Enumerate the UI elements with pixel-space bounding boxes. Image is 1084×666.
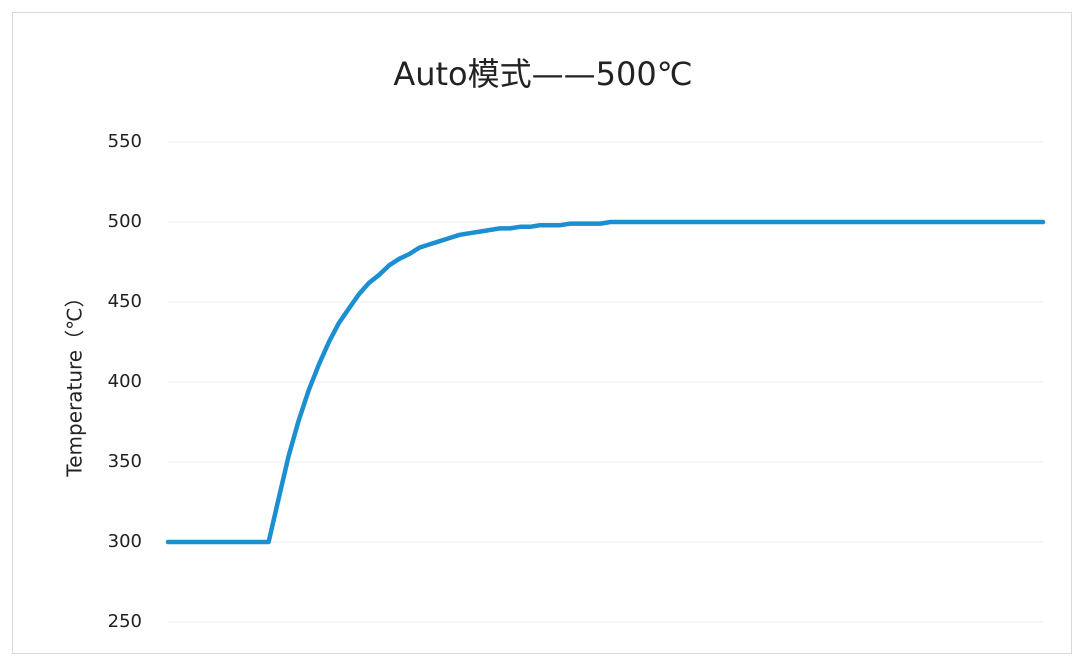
y-tick-label: 550 (108, 131, 142, 152)
y-tick-label: 300 (108, 531, 142, 552)
y-tick-label: 500 (108, 211, 142, 232)
y-tick-label: 350 (108, 451, 142, 472)
y-tick-label: 400 (108, 371, 142, 392)
data-line (165, 219, 1046, 545)
y-tick-label: 450 (108, 291, 142, 312)
y-axis-label: Temperature（℃） (63, 287, 87, 477)
y-tick-label: 250 (108, 611, 142, 632)
chart-frame (12, 12, 1072, 654)
chart-title: Auto模式——500℃ (393, 55, 692, 93)
